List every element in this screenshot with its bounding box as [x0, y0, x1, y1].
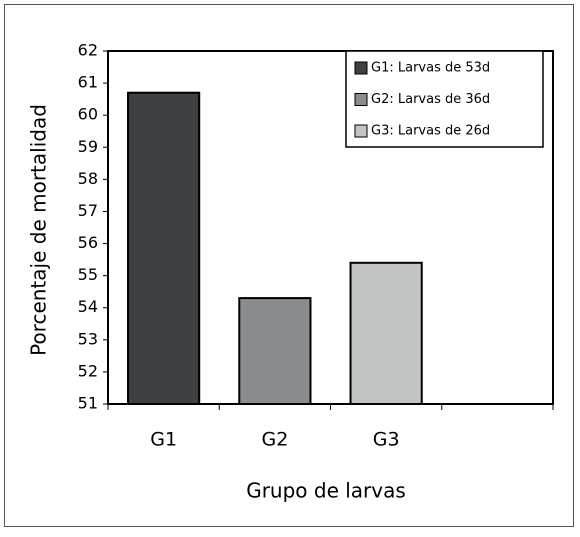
legend	[345, 50, 544, 148]
bar	[127, 91, 201, 406]
bar	[238, 297, 312, 406]
bar	[349, 261, 423, 405]
y-tick-label: 57	[78, 201, 98, 220]
y-tick-label: 60	[78, 105, 98, 124]
y-tick-label: 54	[78, 297, 98, 316]
y-tick-label: 62	[78, 41, 98, 60]
y-tick-label: 59	[78, 137, 98, 156]
y-tick-label: 61	[78, 73, 98, 92]
x-tick-label: G1	[150, 429, 177, 451]
legend-label: G2: Larvas de 36d	[371, 92, 490, 107]
y-tick-label: 56	[78, 233, 98, 252]
legend-label: G1: Larvas de 53d	[371, 61, 490, 76]
x-axis-title: Grupo de larvas	[246, 479, 406, 503]
y-tick-label: 52	[78, 361, 98, 380]
legend-swatch	[354, 124, 368, 138]
legend-swatch	[354, 61, 368, 75]
legend-label: G3: Larvas de 26d	[371, 124, 490, 139]
x-tick-label: G3	[373, 429, 400, 451]
y-tick-label: 58	[78, 169, 98, 188]
y-tick-label: 53	[78, 329, 98, 348]
y-tick-label: 51	[78, 394, 98, 413]
y-axis-title: Porcentaje de mortalidad	[27, 104, 51, 356]
legend-swatch	[354, 93, 368, 106]
y-tick-label: 55	[78, 265, 98, 284]
x-tick-label: G2	[261, 429, 288, 451]
